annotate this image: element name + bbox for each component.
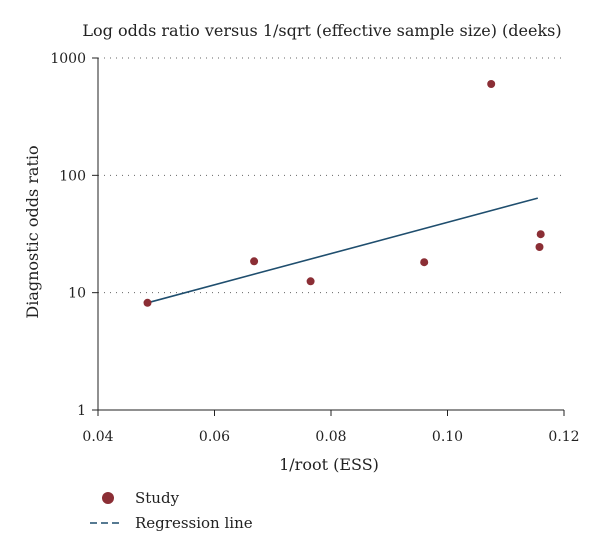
y-axis: 1 10 100 1000 bbox=[50, 51, 99, 419]
x-tick-label: 0.08 bbox=[315, 429, 346, 445]
grid-lines bbox=[98, 57, 564, 294]
y-tick-label: 1000 bbox=[50, 51, 86, 67]
legend-study-label: Study bbox=[135, 489, 180, 507]
y-tick-label: 10 bbox=[68, 286, 86, 302]
regression-line-group bbox=[147, 197, 539, 304]
chart-title: Log odds ratio versus 1/sqrt (effective … bbox=[82, 21, 561, 40]
study-point bbox=[536, 230, 545, 239]
legend-regression-label: Regression line bbox=[135, 514, 253, 532]
study-point bbox=[306, 277, 315, 286]
legend-study-marker bbox=[102, 492, 114, 504]
study-point bbox=[420, 258, 429, 267]
study-point bbox=[143, 298, 152, 307]
study-point bbox=[250, 257, 259, 266]
study-point bbox=[535, 243, 544, 251]
x-tick-label: 0.04 bbox=[82, 429, 113, 445]
x-axis-label: 1/root (ESS) bbox=[279, 455, 379, 474]
y-tick-label: 1 bbox=[77, 403, 86, 419]
study-points bbox=[143, 80, 545, 307]
x-tick-label: 0.06 bbox=[199, 429, 230, 445]
x-tick-label: 0.10 bbox=[432, 429, 463, 445]
y-axis-label: Diagnostic odds ratio bbox=[23, 145, 42, 318]
y-tick-label: 100 bbox=[59, 168, 86, 184]
x-tick-label: 0.12 bbox=[548, 429, 579, 445]
study-point bbox=[487, 80, 496, 88]
regression-line bbox=[147, 197, 539, 304]
legend: Study Regression line bbox=[90, 489, 253, 532]
x-axis: 0.04 0.06 0.08 0.10 0.12 bbox=[82, 409, 580, 445]
